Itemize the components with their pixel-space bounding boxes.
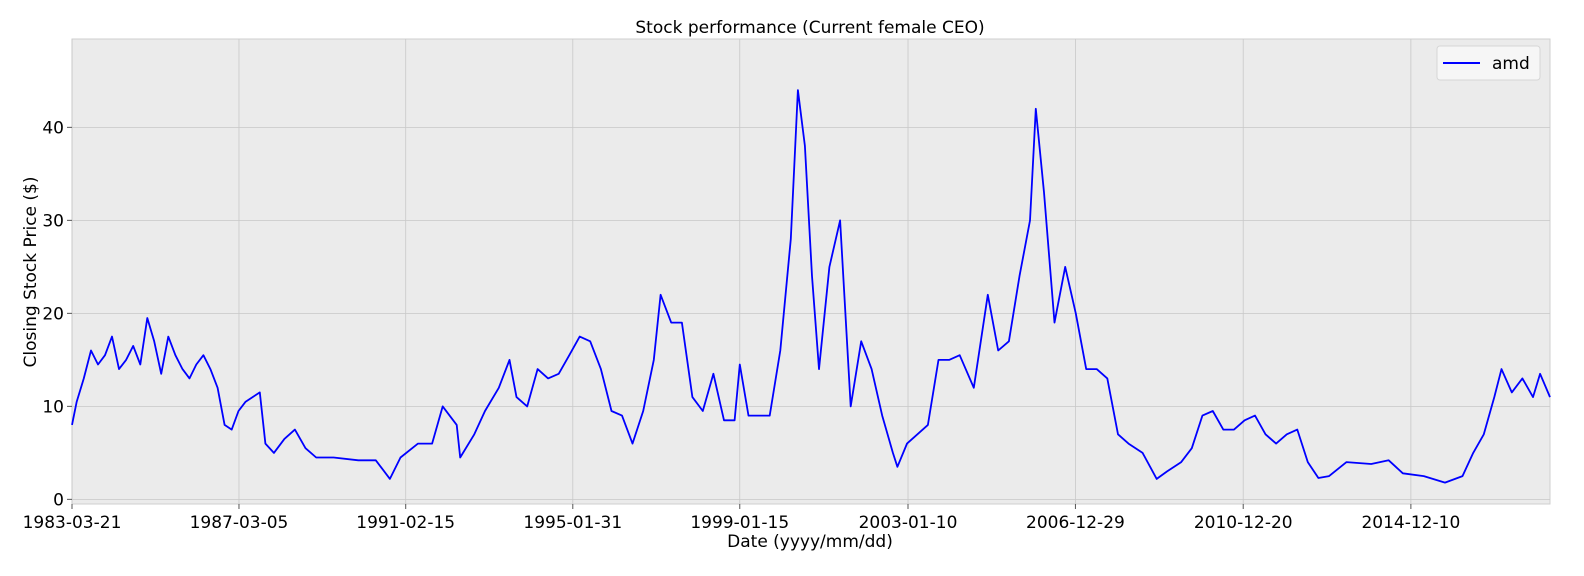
grid-lines — [71, 39, 1550, 504]
y-tick-label: 10 — [42, 397, 64, 417]
x-tick-label: 1983-03-21 — [23, 513, 122, 533]
y-tick-label: 40 — [42, 118, 64, 138]
x-tick-label: 2014-12-10 — [1361, 513, 1460, 533]
chart-title: Stock performance (Current female CEO) — [635, 18, 984, 38]
series-line-amd — [71, 89, 1551, 484]
x-tick-label: 1991-02-15 — [356, 513, 455, 533]
x-axis-ticks: 1983-03-21 1987-03-05 1991-02-15 1995-01-31… — [23, 504, 1460, 533]
y-tick-label: 0 — [53, 490, 64, 510]
x-axis-label: Date (yyyy/mm/dd) — [727, 532, 893, 552]
x-tick-label: 2006-12-29 — [1026, 513, 1125, 533]
legend-box — [1436, 45, 1541, 81]
x-tick-label: 1987-03-05 — [190, 513, 289, 533]
legend: amd — [1436, 45, 1541, 81]
x-tick-label: 2010-12-20 — [1194, 513, 1293, 533]
y-tick-label: 30 — [42, 211, 64, 231]
legend-label: amd — [1492, 54, 1530, 74]
y-axis-label: Closing Stock Price ($) — [21, 177, 41, 368]
y-tick-label: 20 — [42, 304, 64, 324]
x-tick-label: 2003-01-10 — [859, 513, 958, 533]
x-tick-label: 1999-01-15 — [690, 513, 789, 533]
series-layer — [71, 89, 1551, 484]
y-axis-ticks: 0 10 20 30 40 — [42, 118, 72, 510]
x-tick-label: 1995-01-31 — [523, 513, 622, 533]
